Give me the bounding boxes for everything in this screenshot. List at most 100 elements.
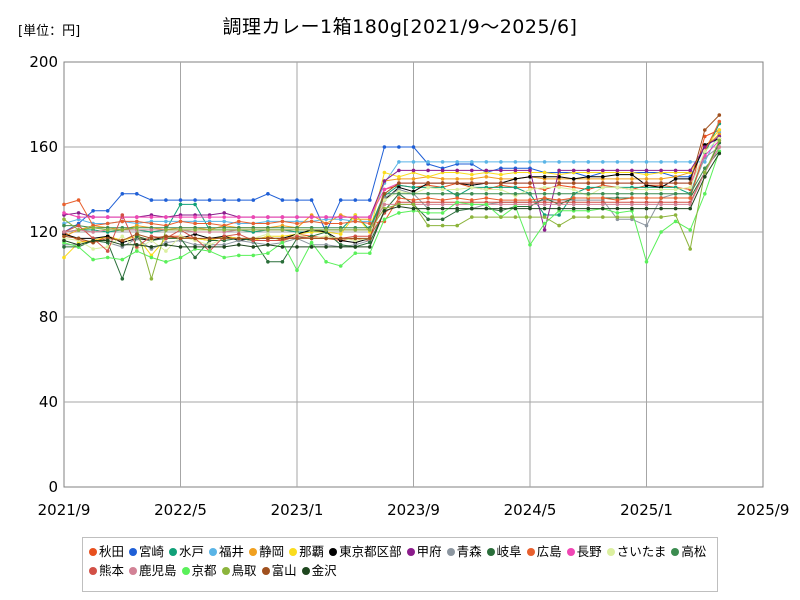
data-point — [426, 185, 430, 190]
data-point — [703, 128, 707, 132]
data-point — [703, 145, 707, 149]
data-point — [644, 196, 649, 200]
data-point — [455, 177, 460, 181]
data-point — [222, 255, 226, 260]
data-point — [499, 181, 503, 185]
data-point — [105, 255, 110, 260]
data-point — [62, 245, 66, 249]
data-point — [717, 113, 722, 117]
data-point — [368, 215, 372, 219]
data-point — [688, 228, 692, 232]
data-point — [659, 160, 663, 164]
series-line — [63, 129, 720, 244]
data-point — [644, 223, 649, 228]
data-point — [426, 211, 430, 215]
data-point — [630, 181, 634, 185]
data-point — [703, 166, 707, 171]
unit-label: [単位：円] — [18, 24, 81, 39]
data-point — [120, 228, 125, 232]
series-line — [63, 151, 720, 272]
y-tick-label: 120 — [29, 223, 58, 241]
data-point — [615, 206, 620, 211]
data-point — [76, 215, 81, 219]
y-tick-label: 40 — [39, 393, 58, 411]
data-point — [251, 245, 256, 249]
data-point — [557, 192, 561, 196]
data-point — [542, 206, 547, 211]
data-point — [703, 149, 707, 154]
data-point — [338, 228, 343, 232]
legend-marker — [526, 548, 535, 556]
legend-label: 長野 — [576, 544, 602, 559]
legend-item: 静岡 — [249, 542, 284, 561]
data-point — [237, 232, 241, 236]
data-point — [470, 160, 474, 164]
data-point — [440, 168, 445, 173]
data-point — [440, 206, 445, 211]
data-point — [178, 219, 183, 224]
y-tick-label: 0 — [48, 478, 58, 496]
data-point — [178, 215, 183, 219]
data-point — [513, 206, 518, 211]
data-point — [266, 192, 270, 196]
data-point — [178, 202, 183, 207]
data-point — [615, 211, 620, 215]
data-point — [266, 243, 270, 247]
series-line — [63, 121, 720, 227]
series-group — [62, 113, 722, 281]
chart-title: 調理カレー1箱180g[2021/9～2025/6] — [222, 16, 578, 38]
data-point — [644, 181, 649, 185]
data-point — [368, 228, 372, 232]
data-point — [557, 185, 561, 190]
x-tick-label: 2022/5 — [154, 501, 207, 519]
data-point — [382, 179, 387, 183]
data-point — [571, 160, 576, 164]
data-point — [149, 221, 154, 226]
data-point — [470, 206, 474, 211]
data-point — [91, 209, 95, 213]
data-point — [557, 168, 561, 173]
data-point — [528, 202, 532, 207]
data-point — [149, 228, 154, 232]
data-point — [426, 217, 430, 222]
data-point — [178, 245, 183, 249]
data-point — [440, 160, 445, 164]
data-point — [717, 145, 722, 149]
data-point — [673, 206, 678, 211]
data-point — [455, 160, 460, 164]
data-point — [484, 181, 489, 185]
legend-marker — [446, 548, 455, 556]
data-point — [484, 168, 489, 173]
data-point — [397, 168, 401, 173]
legend-label: 広島 — [536, 544, 562, 559]
data-point — [309, 215, 314, 219]
data-point — [630, 168, 634, 173]
data-point — [659, 202, 663, 207]
data-point — [615, 192, 620, 196]
data-point — [717, 138, 722, 143]
data-point — [193, 236, 197, 241]
data-point — [135, 232, 139, 236]
data-point — [135, 219, 139, 224]
data-point — [222, 219, 226, 224]
data-point — [440, 217, 445, 222]
legend-item: 福井 — [209, 542, 244, 561]
data-point — [237, 236, 241, 241]
data-point — [207, 198, 212, 202]
data-point — [542, 228, 547, 232]
data-point — [222, 228, 226, 232]
legend-item: 熊本 — [89, 561, 124, 580]
legend-label: 水戸 — [179, 544, 205, 559]
data-point — [426, 192, 430, 196]
data-point — [295, 245, 299, 249]
data-point — [266, 228, 270, 232]
data-point — [455, 200, 460, 205]
data-point — [703, 134, 707, 139]
data-point — [601, 192, 605, 196]
data-point — [353, 219, 358, 224]
data-point — [295, 215, 299, 219]
data-point — [120, 257, 125, 262]
data-point — [571, 206, 576, 211]
data-point — [382, 202, 387, 207]
data-point — [455, 196, 460, 200]
